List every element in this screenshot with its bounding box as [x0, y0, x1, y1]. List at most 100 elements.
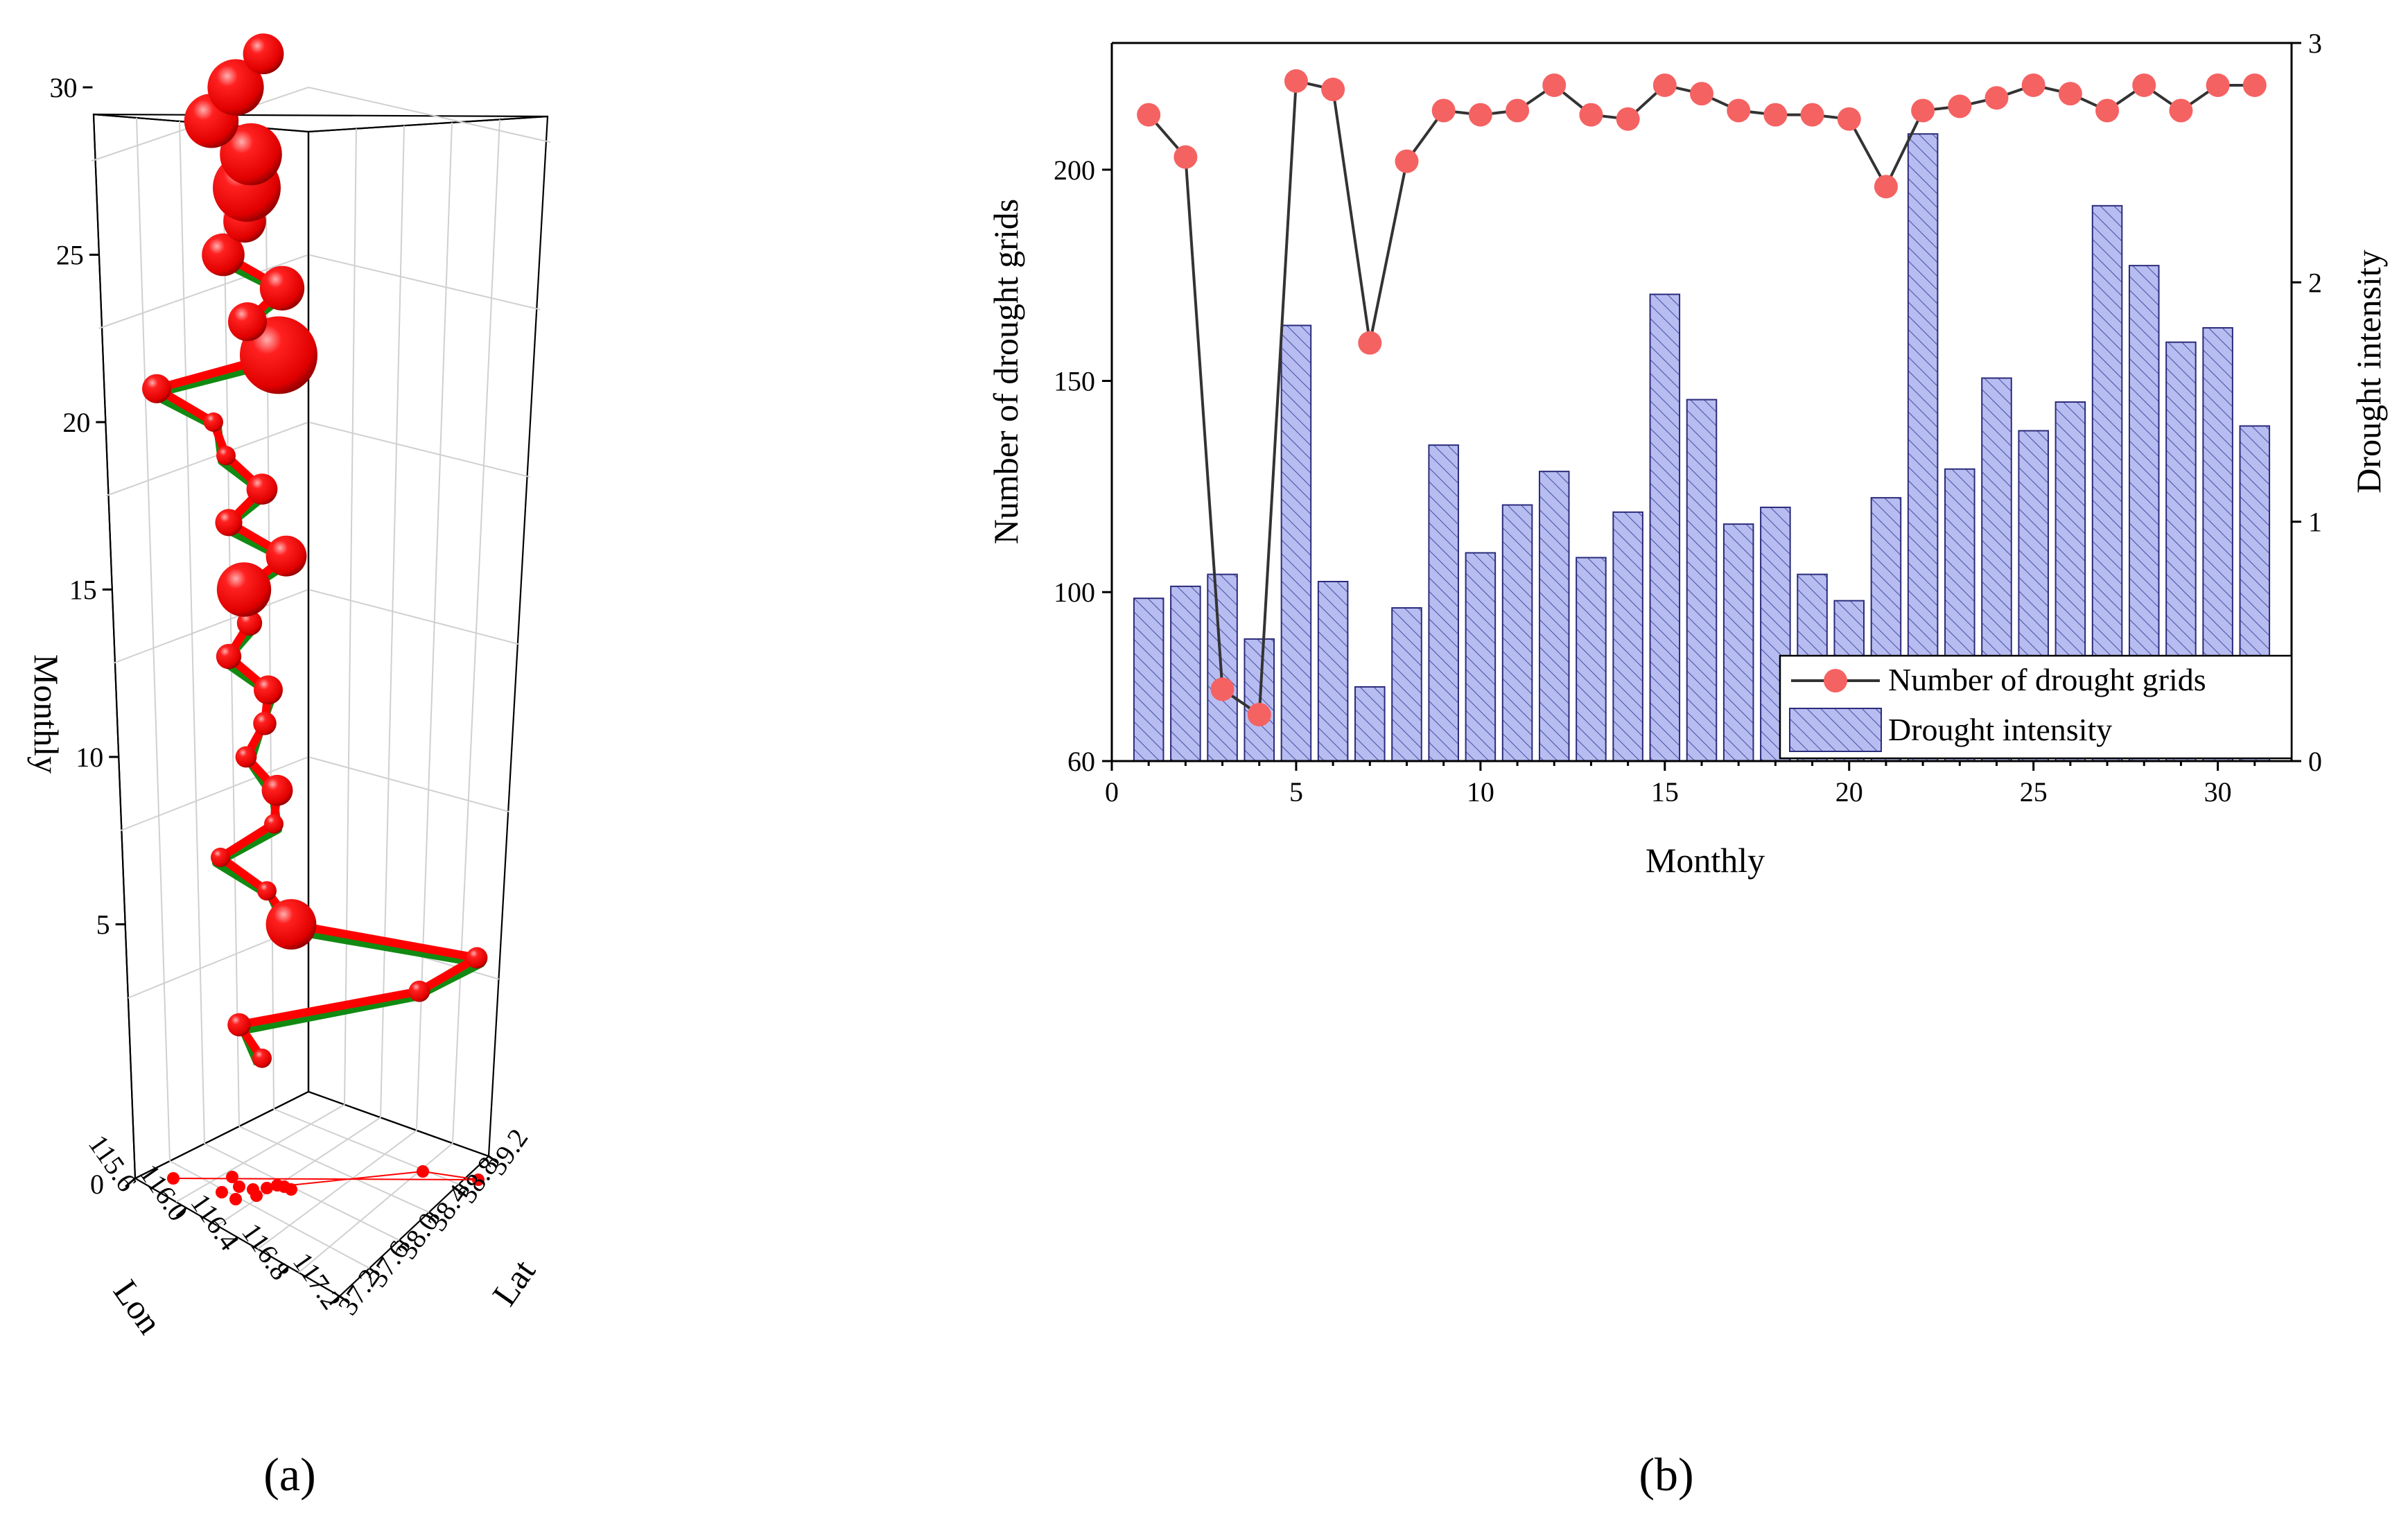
- a-monthly-axis-ticks: 5 10 15 20 25 30: [49, 72, 125, 941]
- a-floor-point: [233, 1180, 245, 1193]
- a-trajectory-points: [142, 33, 488, 1068]
- a-trajectory-point: [204, 412, 223, 432]
- a-lon-axis-title: Lon: [106, 1273, 170, 1341]
- b-line-marker: [1431, 98, 1456, 123]
- b-line-series: [1137, 69, 2267, 726]
- a-left-axis: [92, 114, 137, 1179]
- a-floor-point: [472, 1174, 485, 1186]
- b-line-marker: [1652, 73, 1677, 97]
- a-trajectory-point: [142, 374, 171, 403]
- a-trajectory-point: [202, 233, 245, 277]
- a-gridline-left: [120, 756, 309, 832]
- a-trajectory-point: [257, 881, 277, 901]
- a-floor-point: [261, 1182, 273, 1194]
- a-gridline-right: [308, 588, 520, 645]
- b-x-tick-label: 10: [1467, 776, 1494, 808]
- a-trajectory-point: [265, 899, 317, 950]
- b-line-marker: [1616, 107, 1640, 131]
- a-trajectory-point: [227, 1013, 251, 1037]
- a-vgrid-left: [222, 124, 240, 1127]
- a-vgrid-left: [179, 121, 205, 1144]
- a-z-tick-label: 25: [56, 240, 84, 271]
- a-floor-point: [285, 1183, 297, 1196]
- a-z-tick-label: 30: [49, 72, 77, 103]
- legend-marker-swatch: [1824, 669, 1847, 692]
- a-floor-projection: [167, 1165, 485, 1205]
- a-trajectory-point: [246, 473, 278, 505]
- a-gridline-right: [308, 421, 530, 478]
- a-trajectory-point: [207, 59, 264, 116]
- a-floor-grid: [216, 1117, 381, 1226]
- a-trajectory-point: [253, 711, 277, 735]
- a-trajectory-point: [264, 814, 283, 834]
- panel-label-b: (b): [1639, 1448, 1693, 1501]
- a-lat-tick: [488, 1155, 499, 1164]
- b-xaxis-title: Monthly: [1646, 841, 1765, 880]
- a-vgrid-right: [416, 122, 453, 1131]
- b-x-tick-label: 15: [1651, 776, 1679, 808]
- b-line-marker: [1395, 149, 1419, 173]
- b-x-axis-ticks: 0 5 10 15 20 25 30: [1105, 761, 2256, 808]
- b-line-marker: [1468, 103, 1492, 127]
- b-line-marker: [1358, 331, 1382, 355]
- a-gridlines: [91, 87, 551, 1273]
- a-trajectory-point: [243, 33, 284, 75]
- b-line-marker: [1542, 73, 1567, 97]
- b-line-marker: [1321, 78, 1345, 102]
- b-left-y-tick-label: 60: [1067, 746, 1095, 777]
- b-bar: [1465, 552, 1497, 762]
- a-trajectory-red-line: [152, 51, 481, 1061]
- b-right-y-tick-label: 1: [2308, 507, 2322, 538]
- b-line-marker: [2242, 73, 2267, 97]
- a-vgrid-right: [380, 125, 405, 1118]
- b-right-yaxis-title: Drought intensity: [2349, 250, 2388, 493]
- a-trajectory-point: [408, 980, 430, 1002]
- b-bar: [1538, 471, 1570, 762]
- b-line-marker: [1210, 677, 1234, 701]
- b-line-marker: [1579, 103, 1603, 127]
- b-line-marker: [1247, 702, 1271, 726]
- b-right-y-axis-ticks: 0 1 2 3: [2292, 28, 2322, 777]
- a-trajectory-point: [216, 643, 242, 670]
- a-trajectory-point: [215, 509, 243, 536]
- b-bar: [1686, 399, 1718, 762]
- a-trajectory-point: [236, 610, 263, 636]
- b-line-marker: [1174, 145, 1198, 169]
- a-trajectory-point: [261, 774, 293, 806]
- b-line-marker: [1911, 98, 1935, 123]
- b-bar: [1649, 293, 1681, 762]
- a-trajectory-green-line: [148, 57, 485, 1066]
- a-z-tick-label: 20: [62, 407, 90, 438]
- legend-bar-swatch: [1789, 708, 1882, 752]
- a-gridline-right: [308, 254, 541, 311]
- panel-b-bar-line-chart: 0 5 10 15 20 25 30 60 100 150 200 0 1 2 3 Number of …: [986, 28, 2388, 1501]
- b-line-marker: [1506, 98, 1530, 123]
- b-bar: [1317, 581, 1349, 762]
- b-line-marker: [1284, 69, 1308, 93]
- b-x-tick-label: 5: [1289, 776, 1303, 808]
- a-floor-point: [226, 1171, 238, 1183]
- a-z-tick-label: 15: [69, 575, 97, 606]
- a-lon-tick: [329, 1295, 340, 1306]
- b-line-marker: [1137, 103, 1161, 127]
- a-vgrid-right: [344, 128, 357, 1105]
- a-trajectory-lines: [148, 51, 485, 1066]
- a-floor-grid: [204, 1143, 400, 1241]
- b-line-marker: [2132, 73, 2156, 97]
- a-zero-tick-label: 0: [90, 1169, 104, 1200]
- a-floor-grid: [298, 1142, 453, 1273]
- b-line-marker: [1948, 94, 1972, 119]
- b-right-y-tick-label: 2: [2308, 267, 2322, 298]
- a-top-edge-right: [308, 115, 548, 133]
- a-lon-tick: [125, 1177, 136, 1188]
- b-line-marker: [2058, 82, 2082, 106]
- a-floor-grid: [257, 1129, 417, 1250]
- a-z-tick-label: 5: [96, 909, 110, 941]
- b-left-y-tick-label: 200: [1054, 155, 1095, 186]
- b-line-marker: [2206, 73, 2230, 97]
- a-gridline-right: [308, 756, 509, 813]
- b-line-marker: [1727, 98, 1751, 123]
- a-floor-grid: [238, 1126, 430, 1213]
- a-floor-grid: [175, 1103, 345, 1203]
